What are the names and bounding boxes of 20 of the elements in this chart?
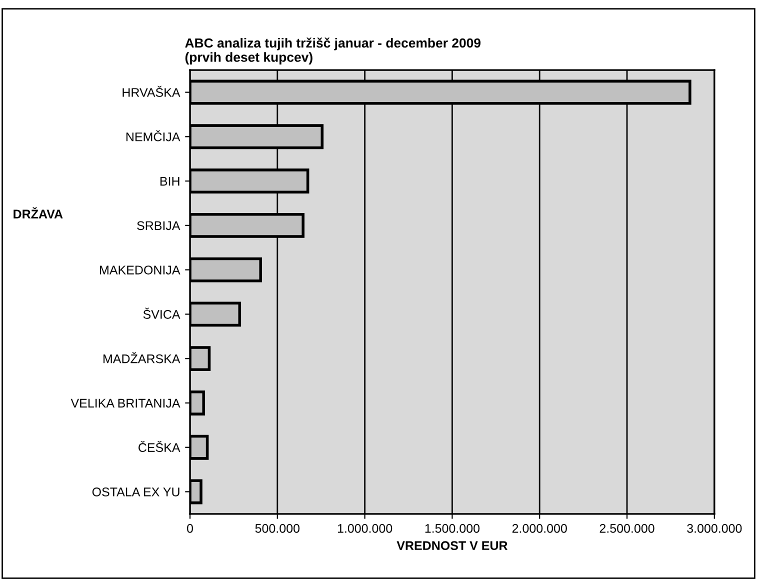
y-tick-label: NEMČIJA bbox=[126, 130, 180, 142]
y-tick-label: BIH bbox=[160, 176, 180, 186]
y-tick-label: HRVAŠKA bbox=[122, 86, 180, 97]
x-axis-title: VREDNOST V EUR bbox=[396, 541, 508, 550]
x-tick-label: 500.000 bbox=[255, 524, 300, 533]
x-tick-label: 2.500.000 bbox=[600, 524, 654, 533]
x-tick-label: 1.500.000 bbox=[425, 524, 480, 533]
y-tick-label: ČEŠKA bbox=[138, 440, 180, 452]
y-axis-title: DRŽAVA bbox=[14, 207, 63, 218]
x-tick-label: 2.000.000 bbox=[512, 524, 567, 533]
y-tick-label: OSTALA EX YU bbox=[92, 488, 180, 496]
y-tick-label: MADŽARSKA bbox=[104, 352, 180, 364]
y-tick-label: SRBIJA bbox=[137, 221, 180, 230]
y-tick-label: MAKEDONIJA bbox=[100, 266, 180, 274]
x-tick-label: 1.000.000 bbox=[338, 524, 392, 533]
x-tick-label: 3.000.000 bbox=[687, 524, 742, 533]
y-tick-label: ŠVICA bbox=[143, 308, 180, 319]
x-tick-label: 0 bbox=[187, 524, 193, 533]
y-tick-label: VELIKA BRITANIJA bbox=[70, 398, 180, 408]
chart-title: ABC analiza tujih tržišč januar - december 2009 (prvih deset kupcev) bbox=[185, 38, 481, 64]
